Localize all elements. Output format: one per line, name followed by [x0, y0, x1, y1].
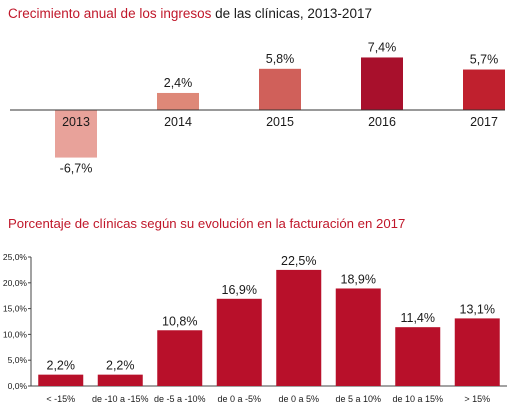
chart-2-category-label: de 0 a 5%	[278, 394, 319, 404]
chart-2-bar	[216, 298, 262, 386]
chart-1-data-label: 7,4%	[368, 40, 397, 54]
chart-1-title-rest: de las clínicas, 2013-2017	[211, 6, 372, 21]
chart-2-data-label: 11,4%	[400, 311, 435, 325]
chart-2-data-label: 16,9%	[222, 283, 257, 297]
chart-2-category-label: de -10 a -15%	[92, 394, 149, 404]
chart-2-y-tick-label: 25,0%	[3, 252, 28, 262]
chart-1-bar	[55, 110, 97, 158]
chart-2-category-label: de -5 a -10%	[154, 394, 206, 404]
chart-1-bar	[259, 68, 301, 110]
chart-2-y-tick-label: 20,0%	[3, 278, 28, 288]
chart-2-data-label: 2,2%	[106, 359, 135, 373]
chart-1-data-label: 5,7%	[470, 53, 499, 67]
chart-2-data-label: 2,2%	[47, 359, 76, 373]
chart-2-category-label: de 0 a -5%	[217, 394, 261, 404]
chart-1-title-highlight: Crecimiento anual de los ingresos	[8, 6, 212, 21]
chart-2-category-label: de 5 a 10%	[335, 394, 381, 404]
chart-2-category-label: < -15%	[46, 394, 75, 404]
chart-2-y-tick-label: 0,0%	[8, 381, 28, 391]
chart-2-title: Porcentaje de clínicas según su evolució…	[8, 216, 406, 231]
chart-2-data-label: 10,8%	[162, 314, 197, 328]
chart-2-bar	[38, 374, 84, 386]
chart-2-category-label: > 15%	[464, 394, 490, 404]
chart-1-category-label: 2017	[470, 115, 498, 129]
chart-1-title: Crecimiento anual de los ingresos de las…	[8, 6, 372, 21]
chart-1-bar	[361, 57, 403, 110]
chart-1-category-label: 2016	[368, 115, 396, 129]
chart-1-category-label: 2014	[164, 115, 192, 129]
chart-2-bar	[454, 318, 500, 386]
chart-1-category-label: 2013	[62, 115, 90, 129]
chart-2-y-tick-label: 10,0%	[3, 329, 28, 339]
chart-2-bar	[157, 330, 203, 386]
chart-1-bar	[463, 69, 505, 110]
chart-2-y-tick-label: 15,0%	[3, 304, 28, 314]
chart-2-bar	[335, 288, 381, 386]
chart-2-y-tick-label: 5,0%	[8, 355, 28, 365]
chart-1-bar	[157, 92, 199, 110]
chart-2-data-label: 18,9%	[341, 272, 376, 286]
chart-1-data-label: -6,7%	[60, 162, 93, 176]
chart-1-category-label: 2015	[266, 115, 294, 129]
chart-1-data-label: 5,8%	[266, 52, 295, 66]
chart-2-bar	[276, 269, 322, 386]
chart-2-bar	[97, 374, 143, 386]
chart-1-annual-growth: -6,7% 2013 2,4% 2014 5,8% 2015 7,4% 2016 5,7% 201…	[10, 40, 505, 176]
chart-2-bar	[395, 327, 441, 386]
chart-2-data-label: 22,5%	[281, 254, 316, 268]
chart-2-category-label: de 10 a 15%	[392, 394, 443, 404]
chart-2-data-label: 13,1%	[460, 302, 495, 316]
chart-1-data-label: 2,4%	[164, 76, 193, 90]
